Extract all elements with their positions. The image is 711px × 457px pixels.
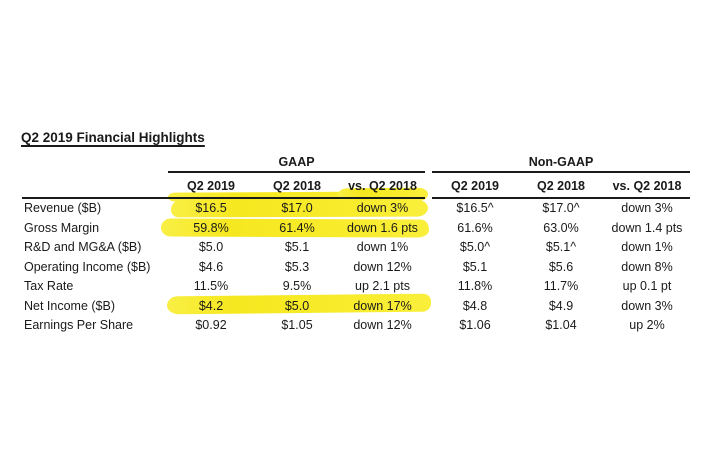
column-gap [425, 297, 432, 317]
nongaap-q2-2019-value: 11.8% [457, 279, 493, 293]
nongaap-vs-value: down 1% [621, 240, 673, 254]
row-label: Net Income ($B) [24, 298, 116, 313]
column-header-row: Q2 2019 Q2 2018 vs. Q2 2018 Q2 2019 Q2 2… [22, 173, 690, 199]
column-gap [425, 258, 432, 278]
metric-column-header [22, 173, 168, 199]
column-gap [425, 316, 432, 336]
gaap-vs-value: down 12% [353, 318, 412, 332]
gaap-vs-value: down 1.6 pts [347, 220, 418, 235]
nongaap-q2-2018-value: $4.9 [548, 298, 574, 313]
nongaap-vs-value: down 8% [621, 259, 673, 274]
gaap-q2-2018-value: $5.0 [284, 298, 310, 313]
table-row-gross-margin: Gross Margin 59.8% 61.4% down 1.6 pts 61… [22, 219, 690, 239]
page-title: Q2 2019 Financial Highlights [21, 130, 205, 145]
gaap-q2-2019-value: 59.8% [193, 220, 229, 235]
nongaap-q2-2019-value: $5.1 [462, 259, 488, 274]
gaap-q2-2018-value: 61.4% [279, 220, 315, 235]
column-gap [425, 199, 432, 219]
row-label: Operating Income ($B) [24, 259, 151, 274]
gaap-q2-2018-value: $5.3 [284, 259, 310, 274]
column-gap [425, 153, 432, 173]
col-header-nongaap-q2-2018: Q2 2018 [518, 173, 604, 199]
gaap-q2-2019-value: $4.6 [198, 259, 224, 274]
nongaap-q2-2019-value: $4.8 [462, 298, 488, 313]
nongaap-q2-2018-value: $1.04 [545, 318, 577, 332]
column-gap [425, 238, 432, 258]
gaap-q2-2018-value: $17.0 [281, 201, 313, 215]
table-row-net-income: Net Income ($B) $4.2 $5.0 down 17% $4.8 … [22, 297, 690, 317]
nongaap-q2-2019-value: $16.5^ [456, 201, 494, 215]
nongaap-vs-value: up 0.1 pt [622, 279, 672, 293]
group-header-gaap: GAAP [168, 153, 425, 173]
nongaap-q2-2019-value: 61.6% [457, 220, 493, 235]
row-label: Gross Margin [24, 220, 100, 235]
col-header-gaap-q2-2019: Q2 2019 [168, 173, 254, 199]
table-row-operating-income: Operating Income ($B) $4.6 $5.3 down 12%… [22, 258, 690, 278]
gaap-q2-2019-value: $0.92 [195, 318, 227, 332]
gaap-q2-2019-value: $4.2 [198, 298, 224, 313]
nongaap-vs-value: up 2% [629, 318, 665, 332]
table-row-tax-rate: Tax Rate 11.5% 9.5% up 2.1 pts 11.8% 11.… [22, 277, 690, 297]
group-header-non-gaap: Non-GAAP [432, 153, 690, 173]
gaap-q2-2018-value: $1.05 [281, 318, 313, 332]
col-header-gaap-vs-q2-2018: vs. Q2 2018 [340, 173, 425, 199]
gaap-vs-value: down 3% [356, 201, 409, 215]
group-header-spacer [22, 153, 168, 173]
gaap-vs-value: down 12% [353, 259, 412, 274]
nongaap-q2-2019-value: $5.0^ [459, 240, 491, 254]
gaap-vs-value: down 1% [356, 240, 409, 254]
nongaap-q2-2018-value: $17.0^ [542, 201, 580, 215]
col-header-gaap-q2-2018: Q2 2018 [254, 173, 340, 199]
gaap-q2-2019-value: 11.5% [193, 279, 229, 293]
table-row-revenue: Revenue ($B) $16.5 $17.0 down 3% $16.5^ … [22, 199, 690, 219]
nongaap-vs-value: down 1.4 pts [611, 220, 683, 235]
col-header-nongaap-vs-q2-2018: vs. Q2 2018 [604, 173, 690, 199]
row-label: Tax Rate [24, 279, 74, 293]
gaap-q2-2018-value: $5.1 [284, 240, 310, 254]
financial-highlights-table: GAAP Non-GAAP Q2 2019 Q2 2018 vs. Q2 201… [22, 153, 690, 336]
column-gap [425, 219, 432, 239]
gaap-q2-2018-value: 9.5% [282, 279, 312, 293]
gaap-vs-value: down 17% [353, 298, 412, 313]
nongaap-q2-2018-value: 11.7% [543, 279, 579, 293]
group-header-row: GAAP Non-GAAP [22, 153, 690, 173]
table-row-eps: Earnings Per Share $0.92 $1.05 down 12% … [22, 316, 690, 336]
gaap-vs-value: up 2.1 pts [355, 279, 410, 293]
gaap-q2-2019-value: $16.5 [195, 201, 227, 215]
nongaap-q2-2019-value: $1.06 [459, 318, 491, 332]
nongaap-q2-2018-value: 63.0% [543, 220, 579, 235]
row-label: Earnings Per Share [24, 318, 134, 332]
row-label: Revenue ($B) [24, 201, 102, 215]
col-header-nongaap-q2-2019: Q2 2019 [432, 173, 518, 199]
nongaap-vs-value: down 3% [621, 298, 673, 313]
gaap-q2-2019-value: $5.0 [198, 240, 224, 254]
table-row-rd-mga: R&D and MG&A ($B) $5.0 $5.1 down 1% $5.0… [22, 238, 690, 258]
nongaap-q2-2018-value: $5.6 [548, 259, 574, 274]
column-gap [425, 277, 432, 297]
nongaap-q2-2018-value: $5.1^ [545, 240, 577, 254]
column-gap [425, 173, 432, 199]
row-label: R&D and MG&A ($B) [24, 240, 142, 254]
nongaap-vs-value: down 3% [621, 201, 673, 215]
